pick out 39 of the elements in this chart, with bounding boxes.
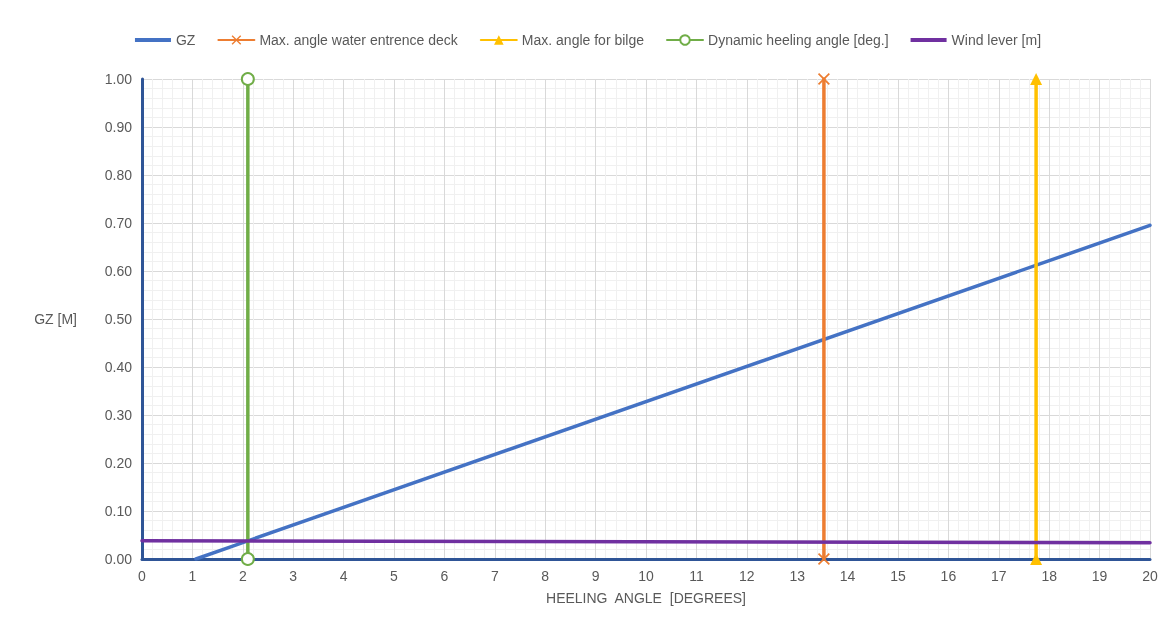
y-tick-label: 0.70 (104, 215, 133, 231)
legend-label: Wind lever [m] (951, 32, 1042, 48)
x-tick-label: 8 (541, 568, 550, 584)
y-tick-label: 0.00 (104, 551, 133, 567)
x-tick-label: 16 (940, 568, 957, 584)
x-tick-label: 4 (339, 568, 348, 584)
x-tick-label: 10 (638, 568, 654, 584)
x-tick-label: 11 (689, 568, 704, 584)
x-tick-label: 19 (1091, 568, 1108, 584)
y-tick-label: 0.60 (104, 263, 133, 279)
x-tick-label: 7 (490, 568, 499, 584)
y-tick-label: 0.20 (104, 455, 133, 471)
x-tick-label: 2 (238, 568, 247, 584)
x-tick-label: 14 (839, 568, 856, 584)
x-tick-label: 15 (890, 568, 906, 584)
y-axis-title: GZ [M] (34, 311, 77, 327)
legend-label: Dynamic heeling angle [deg.] (708, 32, 889, 48)
x-tick-label: 5 (390, 568, 399, 584)
x-tick-label: 13 (789, 568, 806, 584)
x-tick-label: 1 (188, 568, 197, 584)
y-tick-label: 0.40 (104, 359, 133, 375)
y-tick-label: 1.00 (104, 71, 133, 87)
y-tick-label: 0.10 (104, 503, 133, 519)
x-tick-label: 17 (991, 568, 1007, 584)
y-tick-label: 0.50 (104, 311, 133, 327)
y-tick-label: 0.30 (104, 407, 133, 423)
x-tick-label: 0 (138, 568, 147, 584)
y-tick-label: 0.90 (104, 119, 133, 135)
legend-label: Max. angle water entrence deck (259, 32, 459, 48)
x-tick-label: 3 (289, 568, 298, 584)
x-tick-label: 12 (739, 568, 755, 584)
x-tick-label: 20 (1142, 568, 1158, 584)
x-axis-title: HEELING ANGLE [DEGREES] (546, 590, 746, 606)
x-tick-label: 9 (591, 568, 600, 584)
legend-label: GZ (175, 32, 196, 48)
legend-label: Max. angle for bilge (521, 32, 645, 48)
y-tick-label: 0.80 (104, 167, 133, 183)
x-tick-label: 6 (440, 568, 449, 584)
x-tick-label: 18 (1041, 568, 1058, 584)
